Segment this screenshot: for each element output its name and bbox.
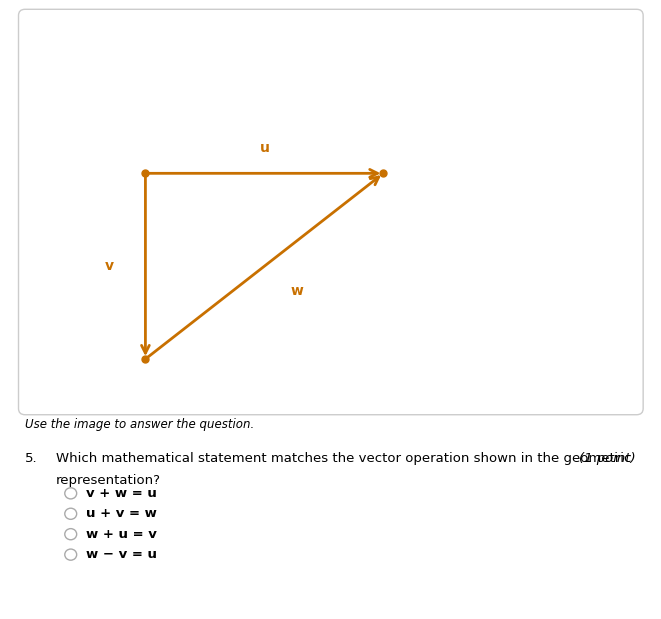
Text: u + v = w: u + v = w <box>86 507 157 521</box>
Text: representation?: representation? <box>56 474 161 487</box>
Text: u: u <box>260 141 269 155</box>
Text: v: v <box>104 259 114 273</box>
Text: w: w <box>291 284 303 298</box>
Text: Which mathematical statement matches the vector operation shown in the geometric: Which mathematical statement matches the… <box>56 452 631 465</box>
Text: v + w = u: v + w = u <box>86 487 157 500</box>
Text: 5.: 5. <box>25 452 38 465</box>
Text: (1 point): (1 point) <box>579 452 636 465</box>
Text: Use the image to answer the question.: Use the image to answer the question. <box>25 418 254 431</box>
Text: w + u = v: w + u = v <box>86 527 157 541</box>
Text: w − v = u: w − v = u <box>86 548 157 561</box>
